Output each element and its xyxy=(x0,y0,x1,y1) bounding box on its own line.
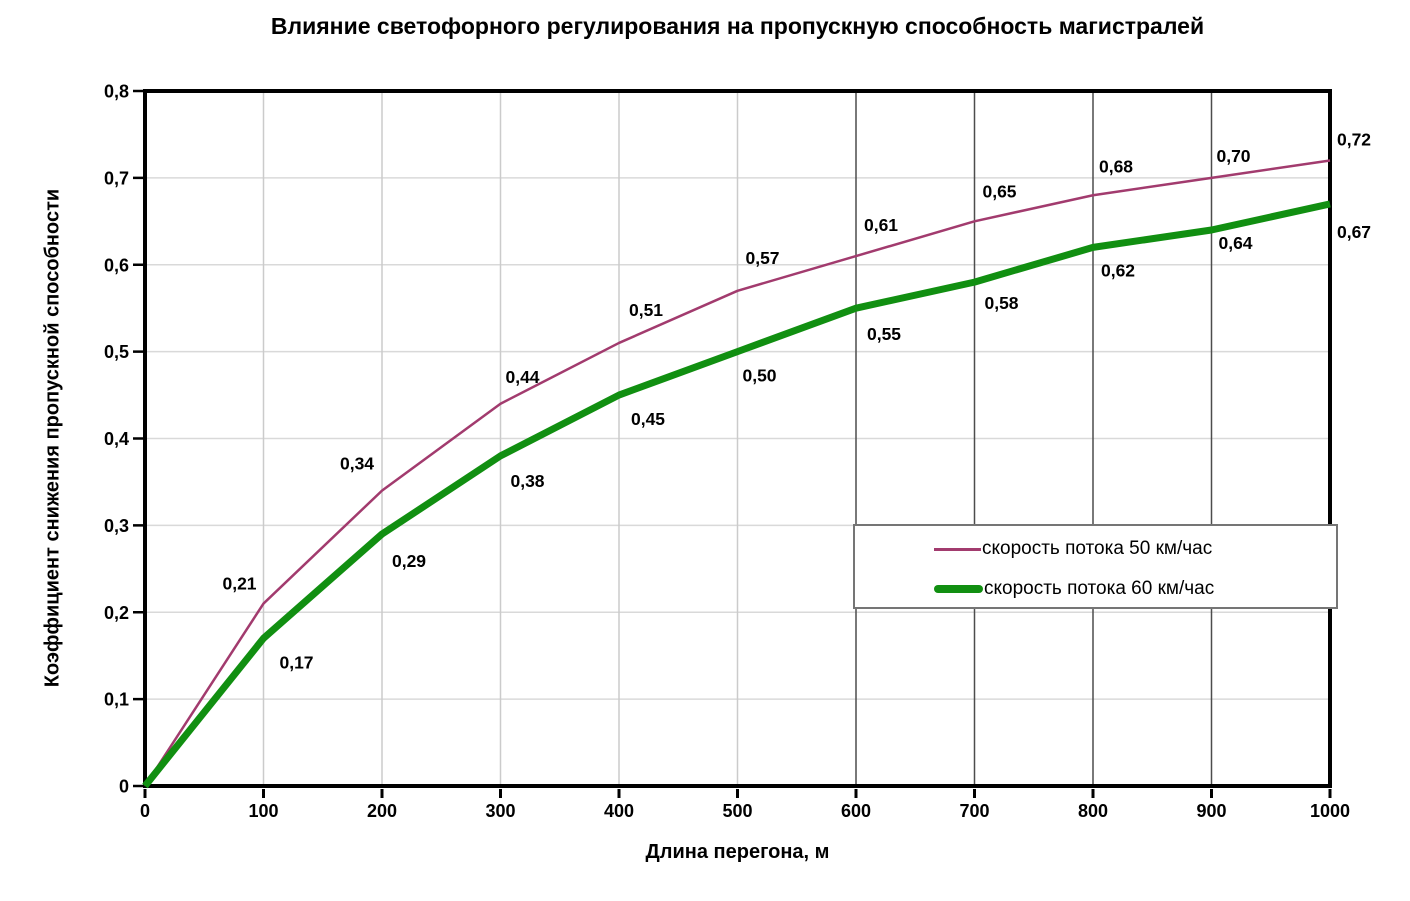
x-tick-label: 900 xyxy=(1196,801,1226,821)
data-label: 0,57 xyxy=(745,248,779,268)
data-label: 0,21 xyxy=(222,574,256,594)
x-tick-label: 500 xyxy=(722,801,752,821)
legend-label-speed-50: скорость потока 50 км/час xyxy=(982,538,1213,559)
x-tick-label: 400 xyxy=(604,801,634,821)
plot-border xyxy=(143,89,1332,788)
data-label: 0,58 xyxy=(984,293,1018,313)
x-tick-label: 0 xyxy=(140,801,150,821)
data-label: 0,70 xyxy=(1216,146,1250,166)
data-label: 0,50 xyxy=(742,366,776,386)
data-label: 0,38 xyxy=(510,471,544,491)
legend-label-speed-60: скорость потока 60 км/час xyxy=(984,578,1215,599)
data-label: 0,34 xyxy=(340,454,374,474)
x-tick-label: 200 xyxy=(367,801,397,821)
data-label: 0,72 xyxy=(1337,130,1371,150)
data-label: 0,65 xyxy=(982,181,1016,201)
x-tick-label: 700 xyxy=(959,801,989,821)
x-tick-label: 300 xyxy=(485,801,515,821)
x-tick-label: 1000 xyxy=(1310,801,1350,821)
data-label: 0,51 xyxy=(629,300,663,320)
y-tick-label: 0,8 xyxy=(104,82,129,102)
y-tick-label: 0,2 xyxy=(104,603,129,623)
y-tick-label: 0,4 xyxy=(104,429,129,449)
data-label: 0,17 xyxy=(279,652,313,672)
legend-item-speed-50: скорость потока 50 км/час xyxy=(855,531,1336,567)
x-axis-title: Длина перегона, м xyxy=(645,841,830,863)
y-tick-label: 0,3 xyxy=(104,516,129,536)
data-label: 0,45 xyxy=(631,409,665,429)
series-line-50 xyxy=(143,159,1331,787)
data-label: 0,64 xyxy=(1218,233,1252,253)
data-label: 0,68 xyxy=(1099,156,1133,176)
legend-line-sample-50 xyxy=(934,547,981,551)
y-tick-label: 0,7 xyxy=(104,168,129,188)
y-tick-label: 0 xyxy=(119,777,129,797)
x-tick-label: 600 xyxy=(841,801,871,821)
y-tick-label: 0,5 xyxy=(104,342,129,362)
data-label: 0,44 xyxy=(505,367,539,387)
x-tick-label: 800 xyxy=(1078,801,1108,821)
legend-box: скорость потока 50 км/час скорость поток… xyxy=(853,524,1338,609)
legend-line-sample-60 xyxy=(934,585,983,593)
data-label: 0,62 xyxy=(1101,260,1135,280)
data-label: 0,29 xyxy=(392,551,426,571)
data-label: 0,61 xyxy=(864,215,898,235)
data-label: 0,67 xyxy=(1337,222,1371,242)
y-tick-label: 0,6 xyxy=(104,255,129,275)
chart-title: Влияние светофорного регулирования на пр… xyxy=(270,13,1205,39)
legend-item-speed-60: скорость потока 60 км/час xyxy=(855,571,1336,607)
series-line-60 xyxy=(142,200,1331,789)
y-tick-label: 0,1 xyxy=(104,690,129,710)
data-label: 0,55 xyxy=(867,324,901,344)
x-tick-label: 100 xyxy=(248,801,278,821)
